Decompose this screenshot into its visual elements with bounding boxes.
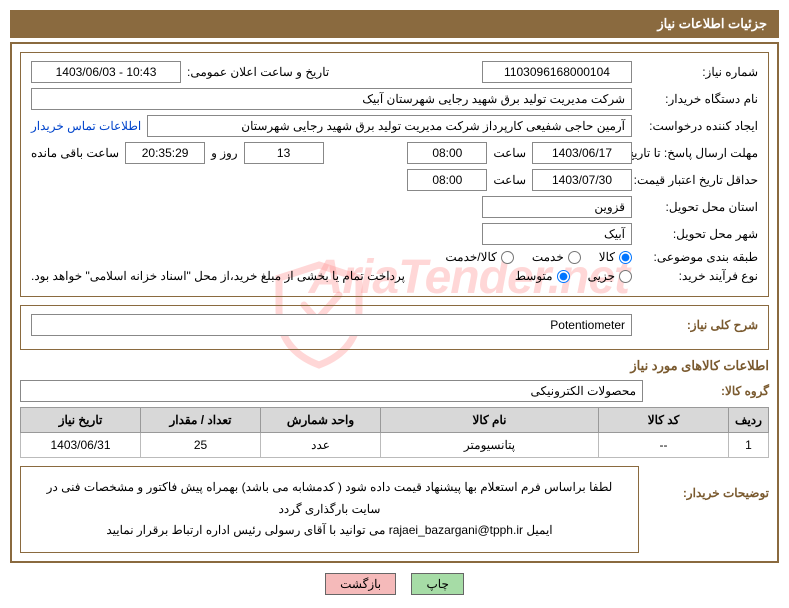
purchase-type-group: جزیی متوسط xyxy=(515,269,632,283)
city-label: شهر محل تحویل: xyxy=(638,227,758,241)
requester-value: آرمین حاجی شفیعی کارپرداز شرکت مدیریت تو… xyxy=(147,115,632,137)
days-and-label: روز و xyxy=(211,146,238,160)
table-header: واحد شمارش xyxy=(261,408,381,433)
table-cell: 25 xyxy=(141,433,261,458)
table-header: ردیف xyxy=(729,408,769,433)
table-cell: عدد xyxy=(261,433,381,458)
buyer-org-value: شرکت مدیریت تولید برق شهید رجایی شهرستان… xyxy=(31,88,632,110)
buyer-notes-email-suffix: می توانید با آقای رسولی رئیس اداره ارتبا… xyxy=(106,523,388,537)
print-button[interactable]: چاپ xyxy=(411,573,463,595)
buyer-notes-email-prefix: ایمیل xyxy=(523,523,553,537)
province-value: قزوین xyxy=(482,196,632,218)
days-left-value: 13 xyxy=(244,142,324,164)
purchase-type-radio-label: جزیی xyxy=(588,269,615,283)
subject-cat-radio-label: خدمت xyxy=(532,250,564,264)
details-box: شماره نیاز: 1103096168000104 تاریخ و ساع… xyxy=(20,52,769,297)
purchase-type-label: نوع فرآیند خرید: xyxy=(638,269,758,283)
purchase-type-radio[interactable] xyxy=(619,270,632,283)
subject-cat-radio-label: کالا xyxy=(599,250,615,264)
subject-cat-option: کالا xyxy=(599,250,632,264)
city-value: آبیک xyxy=(482,223,632,245)
requester-label: ایجاد کننده درخواست: xyxy=(638,119,758,133)
buyer-org-label: نام دستگاه خریدار: xyxy=(638,92,758,106)
back-button[interactable]: بازگشت xyxy=(325,573,396,595)
buyer-notes-box: لطفا براساس فرم استعلام بها پیشنهاد قیمت… xyxy=(20,466,639,553)
purchase-type-option: متوسط xyxy=(515,269,570,283)
min-valid-time: 08:00 xyxy=(407,169,487,191)
need-desc-box: شرح کلی نیاز: Potentiometer xyxy=(20,305,769,350)
buyer-notes-label: توضیحات خریدار: xyxy=(649,466,769,500)
purchase-type-option: جزیی xyxy=(588,269,632,283)
min-valid-label: حداقل تاریخ اعتبار قیمت: تا تاریخ: xyxy=(638,173,758,187)
buyer-notes-line2: ایمیل rajaei_bazargani@tpph.ir می توانید… xyxy=(31,520,628,542)
announce-datetime-value: 1403/06/03 - 10:43 xyxy=(31,61,181,83)
buyer-notes-email: rajaei_bazargani@tpph.ir xyxy=(389,523,523,537)
subject-cat-group: کالا خدمت کالا/خدمت xyxy=(445,250,632,264)
table-cell: 1403/06/31 xyxy=(21,433,141,458)
items-table: ردیفکد کالانام کالاواحد شمارشتعداد / مقد… xyxy=(20,407,769,458)
reply-deadline-time: 08:00 xyxy=(407,142,487,164)
table-header: نام کالا xyxy=(381,408,599,433)
need-number-label: شماره نیاز: xyxy=(638,65,758,79)
table-cell: -- xyxy=(599,433,729,458)
reply-deadline-date: 1403/06/17 xyxy=(532,142,632,164)
need-desc-value: Potentiometer xyxy=(31,314,632,336)
announce-datetime-label: تاریخ و ساعت اعلان عمومی: xyxy=(187,65,329,79)
purchase-type-radio-label: متوسط xyxy=(515,269,553,283)
subject-cat-radio[interactable] xyxy=(619,251,632,264)
need-desc-label: شرح کلی نیاز: xyxy=(638,318,758,332)
subject-cat-option: خدمت xyxy=(532,250,581,264)
table-cell: پتانسیومتر xyxy=(381,433,599,458)
min-valid-date: 1403/07/30 xyxy=(532,169,632,191)
purchase-type-radio[interactable] xyxy=(557,270,570,283)
product-group-label: گروه کالا: xyxy=(649,384,769,398)
province-label: استان محل تحویل: xyxy=(638,200,758,214)
time-left-label: ساعت باقی مانده xyxy=(31,146,119,160)
subject-cat-option: کالا/خدمت xyxy=(445,250,513,264)
subject-cat-radio-label: کالا/خدمت xyxy=(445,250,496,264)
need-number-value: 1103096168000104 xyxy=(482,61,632,83)
payment-note: پرداخت تمام یا بخشی از مبلغ خرید،از محل … xyxy=(31,269,405,283)
table-header: تعداد / مقدار xyxy=(141,408,261,433)
hour-label-1: ساعت xyxy=(493,146,526,160)
subject-cat-radio[interactable] xyxy=(501,251,514,264)
table-cell: 1 xyxy=(729,433,769,458)
table-header: کد کالا xyxy=(599,408,729,433)
hour-label-2: ساعت xyxy=(493,173,526,187)
items-info-title: اطلاعات کالاهای مورد نیاز xyxy=(20,358,769,374)
buyer-notes-line1: لطفا براساس فرم استعلام بها پیشنهاد قیمت… xyxy=(31,477,628,520)
hms-left-value: 20:35:29 xyxy=(125,142,205,164)
subject-cat-radio[interactable] xyxy=(568,251,581,264)
reply-deadline-label: مهلت ارسال پاسخ: تا تاریخ: xyxy=(638,146,758,160)
button-row: چاپ بازگشت xyxy=(0,573,789,595)
buyer-contact-link[interactable]: اطلاعات تماس خریدار xyxy=(31,119,141,133)
main-frame: شماره نیاز: 1103096168000104 تاریخ و ساع… xyxy=(10,42,779,563)
product-group-value: محصولات الکترونیکی xyxy=(20,380,643,402)
subject-cat-label: طبقه بندی موضوعی: xyxy=(638,250,758,264)
page-title-bar: جزئیات اطلاعات نیاز xyxy=(10,10,779,38)
table-row: 1--پتانسیومترعدد251403/06/31 xyxy=(21,433,769,458)
table-header: تاریخ نیاز xyxy=(21,408,141,433)
